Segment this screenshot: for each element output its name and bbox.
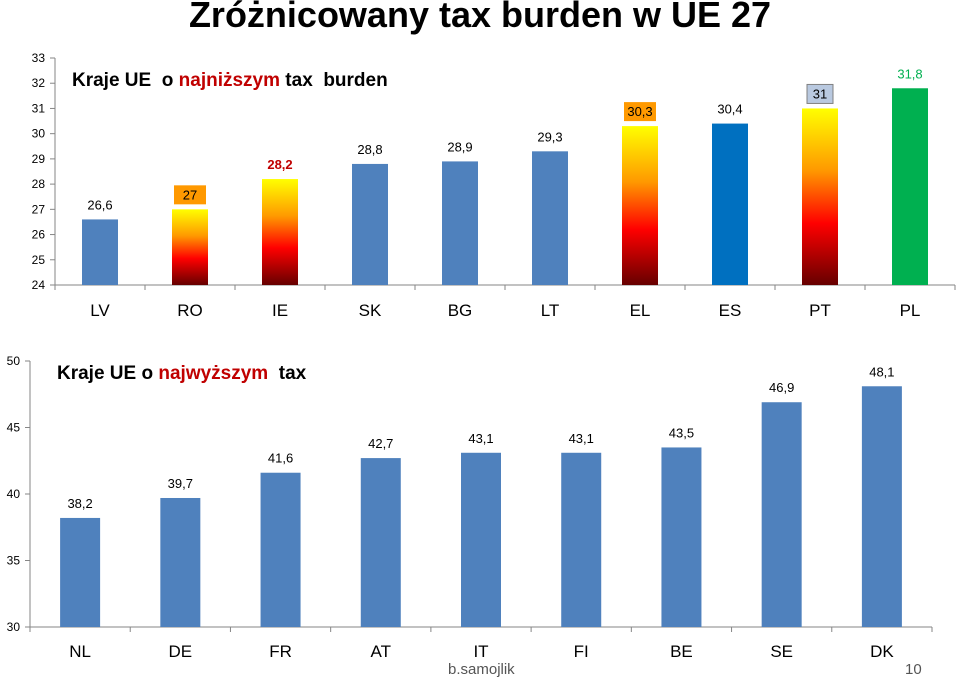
y-tick-label: 32 bbox=[32, 76, 46, 90]
category-label-sk: SK bbox=[359, 301, 382, 320]
bar-se bbox=[761, 402, 802, 627]
bar-sk bbox=[352, 163, 388, 285]
y-tick-label: 26 bbox=[32, 228, 46, 242]
data-label-box bbox=[624, 102, 656, 122]
data-label-pl: 31,8 bbox=[897, 66, 922, 81]
category-label-pl: PL bbox=[900, 301, 921, 320]
subtitle-part: najniższym bbox=[179, 70, 280, 91]
bar-at bbox=[360, 458, 401, 627]
category-label-bg: BG bbox=[448, 301, 473, 320]
subtitle-part: Kraje UE o bbox=[72, 70, 179, 91]
bar-it bbox=[461, 452, 501, 627]
subtitle-part: Kraje UE o bbox=[57, 363, 158, 384]
bar-dk bbox=[861, 386, 902, 627]
data-label-sk: 28,8 bbox=[357, 142, 382, 157]
bar-el bbox=[622, 126, 658, 285]
bar-es bbox=[712, 123, 748, 285]
bar-nl bbox=[60, 517, 101, 627]
bar-fi bbox=[561, 452, 602, 627]
bar-lt bbox=[532, 151, 568, 285]
data-label-box bbox=[806, 83, 834, 104]
data-label-be: 43,5 bbox=[669, 425, 694, 440]
bar-de bbox=[160, 497, 201, 627]
bar-fr bbox=[260, 472, 301, 627]
category-label-lt: LT bbox=[541, 301, 560, 320]
bar-ie bbox=[262, 179, 298, 285]
bar-bg bbox=[442, 161, 478, 285]
data-label-dk: 48,1 bbox=[869, 364, 894, 379]
data-label-el: 30,3 bbox=[627, 104, 652, 119]
subtitle-part: tax burden bbox=[280, 70, 388, 91]
category-label-ie: IE bbox=[272, 301, 288, 320]
category-label-ro: RO bbox=[177, 301, 203, 320]
data-label-it: 43,1 bbox=[468, 431, 493, 446]
category-label-dk: DK bbox=[870, 642, 894, 661]
category-label-pt: PT bbox=[809, 301, 831, 320]
bar-be bbox=[661, 447, 702, 627]
y-tick-label: 24 bbox=[32, 278, 46, 292]
category-label-es: ES bbox=[719, 301, 742, 320]
chart-subtitle: Kraje UE o najwyższym tax bbox=[57, 363, 307, 384]
page-number: 10 bbox=[905, 661, 922, 678]
y-tick-label: 27 bbox=[32, 202, 46, 216]
bar-pt bbox=[802, 108, 838, 285]
category-label-it: IT bbox=[473, 642, 488, 661]
data-label-lt: 29,3 bbox=[537, 129, 562, 144]
category-label-fr: FR bbox=[269, 642, 292, 661]
category-label-nl: NL bbox=[69, 642, 91, 661]
category-label-lv: LV bbox=[90, 301, 110, 320]
y-tick-label: 45 bbox=[7, 421, 21, 435]
subtitle-part: najwyższym bbox=[158, 363, 268, 384]
data-label-de: 39,7 bbox=[168, 476, 193, 491]
y-tick-label: 30 bbox=[7, 620, 21, 634]
y-tick-label: 40 bbox=[7, 487, 21, 501]
author-label: b.samojlik bbox=[448, 661, 515, 678]
y-tick-label: 25 bbox=[32, 253, 46, 267]
y-tick-label: 29 bbox=[32, 152, 46, 166]
category-label-be: BE bbox=[670, 642, 693, 661]
data-label-bg: 28,9 bbox=[447, 139, 472, 154]
y-tick-label: 33 bbox=[32, 51, 46, 65]
y-tick-label: 50 bbox=[7, 354, 21, 368]
data-label-es: 30,4 bbox=[717, 102, 742, 117]
category-label-at: AT bbox=[371, 642, 391, 661]
category-label-de: DE bbox=[169, 642, 193, 661]
data-label-fr: 41,6 bbox=[268, 451, 293, 466]
chart-highest-tax: 30 35 40 45 50 NL DE FR AT IT FI BE SE DK 38,2 39,7 41,6… bbox=[7, 354, 933, 661]
data-label-fi: 43,1 bbox=[569, 431, 594, 446]
category-label-se: SE bbox=[770, 642, 793, 661]
data-label-nl: 38,2 bbox=[67, 496, 92, 511]
y-tick-label: 30 bbox=[32, 127, 46, 141]
bar-pl bbox=[892, 88, 928, 286]
y-tick-label: 31 bbox=[32, 101, 46, 115]
data-label-box bbox=[174, 185, 206, 205]
subtitle-part: tax bbox=[268, 363, 306, 384]
data-label-pt: 31 bbox=[813, 86, 827, 101]
data-label-se: 46,9 bbox=[769, 380, 794, 395]
chart-subtitle: Kraje UE o najniższym tax burden bbox=[72, 70, 388, 91]
data-label-ro: 27 bbox=[183, 187, 197, 202]
data-label-at: 42,7 bbox=[368, 436, 393, 451]
y-tick-label: 35 bbox=[7, 554, 21, 568]
bar-lv bbox=[82, 219, 118, 285]
slide-title: Zróżnicowany tax burden w UE 27 bbox=[188, 0, 772, 35]
category-label-el: EL bbox=[630, 301, 651, 320]
data-label-ie: 28,2 bbox=[267, 157, 292, 172]
chart-lowest-tax: 24 25 26 27 28 29 30 31 32 33 LV RO IE SK BG LT EL ES PT PL… bbox=[32, 51, 956, 320]
category-label-fi: FI bbox=[574, 642, 589, 661]
data-label-lv: 26,6 bbox=[87, 197, 112, 212]
y-tick-label: 28 bbox=[32, 177, 46, 191]
bar-ro bbox=[172, 209, 208, 285]
